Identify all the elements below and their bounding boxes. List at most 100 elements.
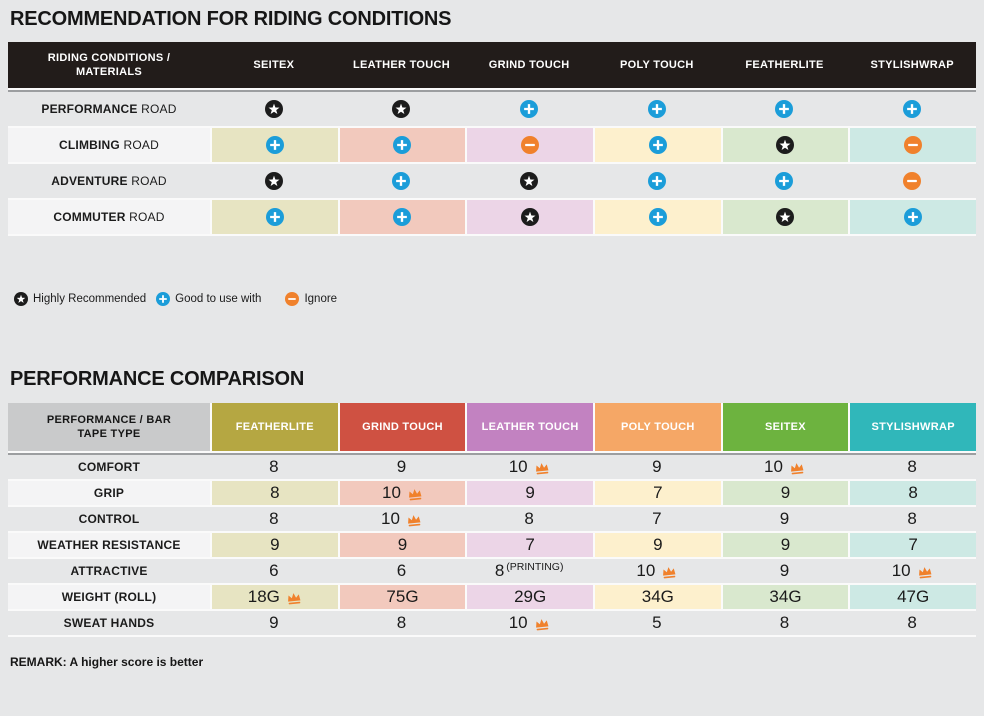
score-cell: 9 xyxy=(210,533,338,557)
score-value: 5 xyxy=(652,613,662,632)
performance-row: CONTROL 8 10 8 7 9 8 xyxy=(8,507,976,533)
column-header: LEATHER TOUCH xyxy=(465,403,593,451)
score-value: 29G xyxy=(514,587,547,606)
score-cell: 10 xyxy=(337,481,466,505)
score-value: 8 (PRINTING) xyxy=(494,561,564,580)
plus-icon xyxy=(647,172,666,190)
score-value: 10 xyxy=(381,509,422,529)
minus-icon xyxy=(903,172,922,190)
plus-icon xyxy=(775,100,794,118)
score-value: 9 xyxy=(779,561,790,580)
score-cell: 10 xyxy=(338,507,466,531)
score-value: 6 xyxy=(396,561,407,580)
plus-icon xyxy=(265,208,284,226)
row-label: WEIGHT (ROLL) xyxy=(8,585,210,609)
header-divider-rule xyxy=(8,453,976,455)
performance-row: COMFORT 8 9 10 9 10 8 xyxy=(8,455,976,481)
score-cell: 7 xyxy=(848,533,976,557)
section1-title: RECOMMENDATION FOR RIDING CONDITIONS xyxy=(10,8,452,30)
score-value: 8 xyxy=(396,613,407,632)
score-cell: 9 xyxy=(720,481,849,505)
score-cell: 9 xyxy=(720,533,849,557)
row-label: COMMUTER ROAD xyxy=(8,200,210,234)
score-value: 9 xyxy=(780,483,791,502)
legend-label: Good to use with xyxy=(175,293,262,305)
crown-icon xyxy=(535,463,549,475)
score-cell: 9 xyxy=(338,455,466,479)
score-value: 9 xyxy=(653,535,663,554)
score-value: 9 xyxy=(652,457,662,476)
recommendation-cell xyxy=(848,200,976,234)
score-value: 9 xyxy=(396,457,407,476)
recommendation-cell xyxy=(721,164,849,198)
score-cell: 8 xyxy=(848,481,976,505)
crown-icon xyxy=(535,619,549,631)
score-value: 6 xyxy=(269,561,279,580)
performance-row: ATTRACTIVE 6 6 8 (PRINTING) 10 9 10 xyxy=(8,559,976,585)
column-header: SEITEX xyxy=(253,58,295,71)
recommendation-cell xyxy=(593,92,721,126)
score-value: 10 xyxy=(509,457,550,477)
score-value: 8 xyxy=(779,613,790,632)
recommendation-cell xyxy=(210,164,338,198)
column-header: FEATHERLITE xyxy=(745,58,824,71)
recommendation-cell xyxy=(720,200,849,234)
column-header: POLY TOUCH xyxy=(592,403,721,451)
minus-icon xyxy=(285,292,300,306)
performance-row: WEATHER RESISTANCE 9 9 7 9 9 7 xyxy=(8,533,976,559)
score-value: 8 xyxy=(908,483,918,502)
row-label: CLIMBING ROAD xyxy=(8,128,210,162)
recommendation-cell xyxy=(465,128,593,162)
row-label: ADVENTURE ROAD xyxy=(51,174,167,188)
section2-title: PERFORMANCE COMPARISON xyxy=(10,368,305,390)
riding-condition-row: COMMUTER ROAD xyxy=(8,200,976,236)
score-cell: 9 xyxy=(721,507,849,531)
remark-text: REMARK: A higher score is better xyxy=(10,655,204,669)
row-label: PERFORMANCE ROAD xyxy=(41,102,177,116)
crown-icon xyxy=(918,567,932,579)
score-cell: 7 xyxy=(592,481,721,505)
column-header: STYLISHWRAP xyxy=(848,403,976,451)
score-value: 7 xyxy=(652,509,662,528)
header-divider-gap xyxy=(8,451,976,453)
score-cell: 9 xyxy=(210,611,338,635)
recommendation-cell xyxy=(210,200,338,234)
legend-item: Highly Recommended xyxy=(14,292,146,306)
score-cell: 7 xyxy=(465,533,593,557)
star-icon xyxy=(264,172,283,190)
score-cell: 8 xyxy=(210,455,338,479)
icon-legend: Highly Recommended Good to use with Ignore xyxy=(14,292,976,306)
plus-icon xyxy=(903,100,922,118)
score-cell: 7 xyxy=(593,507,721,531)
crown-icon xyxy=(408,515,421,527)
star-icon xyxy=(14,292,28,306)
plus-icon xyxy=(265,136,284,154)
score-cell: 5 xyxy=(593,611,721,635)
score-value: 10 xyxy=(382,483,423,503)
score-value: 18G xyxy=(248,587,302,607)
recommendation-cell xyxy=(592,128,721,162)
plus-icon xyxy=(393,208,412,226)
score-cell: 9 xyxy=(721,559,849,583)
score-cell: 6 xyxy=(210,559,338,583)
plus-icon xyxy=(904,208,923,226)
legend-item: Good to use with xyxy=(156,292,261,306)
score-cell: 75G xyxy=(337,585,466,609)
score-value: 9 xyxy=(780,535,791,554)
header-divider-gap xyxy=(8,88,976,90)
performance-comparison-corner-header: PERFORMANCE / BAR TAPE TYPE xyxy=(8,403,210,451)
legend-label: Ignore xyxy=(304,293,338,305)
score-value: 47G xyxy=(897,587,930,606)
score-cell: 10 xyxy=(593,559,721,583)
crown-icon xyxy=(409,489,422,501)
row-label: SWEAT HANDS xyxy=(63,616,155,630)
score-cell: 34G xyxy=(592,585,721,609)
crown-icon xyxy=(663,567,676,579)
performance-comparison-table-header: PERFORMANCE / BAR TAPE TYPE FEATHERLITE G… xyxy=(8,403,976,451)
score-value: 75G xyxy=(386,587,419,606)
score-value: 8 xyxy=(907,509,917,528)
score-cell: 9 xyxy=(337,533,466,557)
recommendation-cell xyxy=(337,128,466,162)
row-label: ATTRACTIVE xyxy=(70,564,148,578)
recommendation-cell xyxy=(592,200,721,234)
